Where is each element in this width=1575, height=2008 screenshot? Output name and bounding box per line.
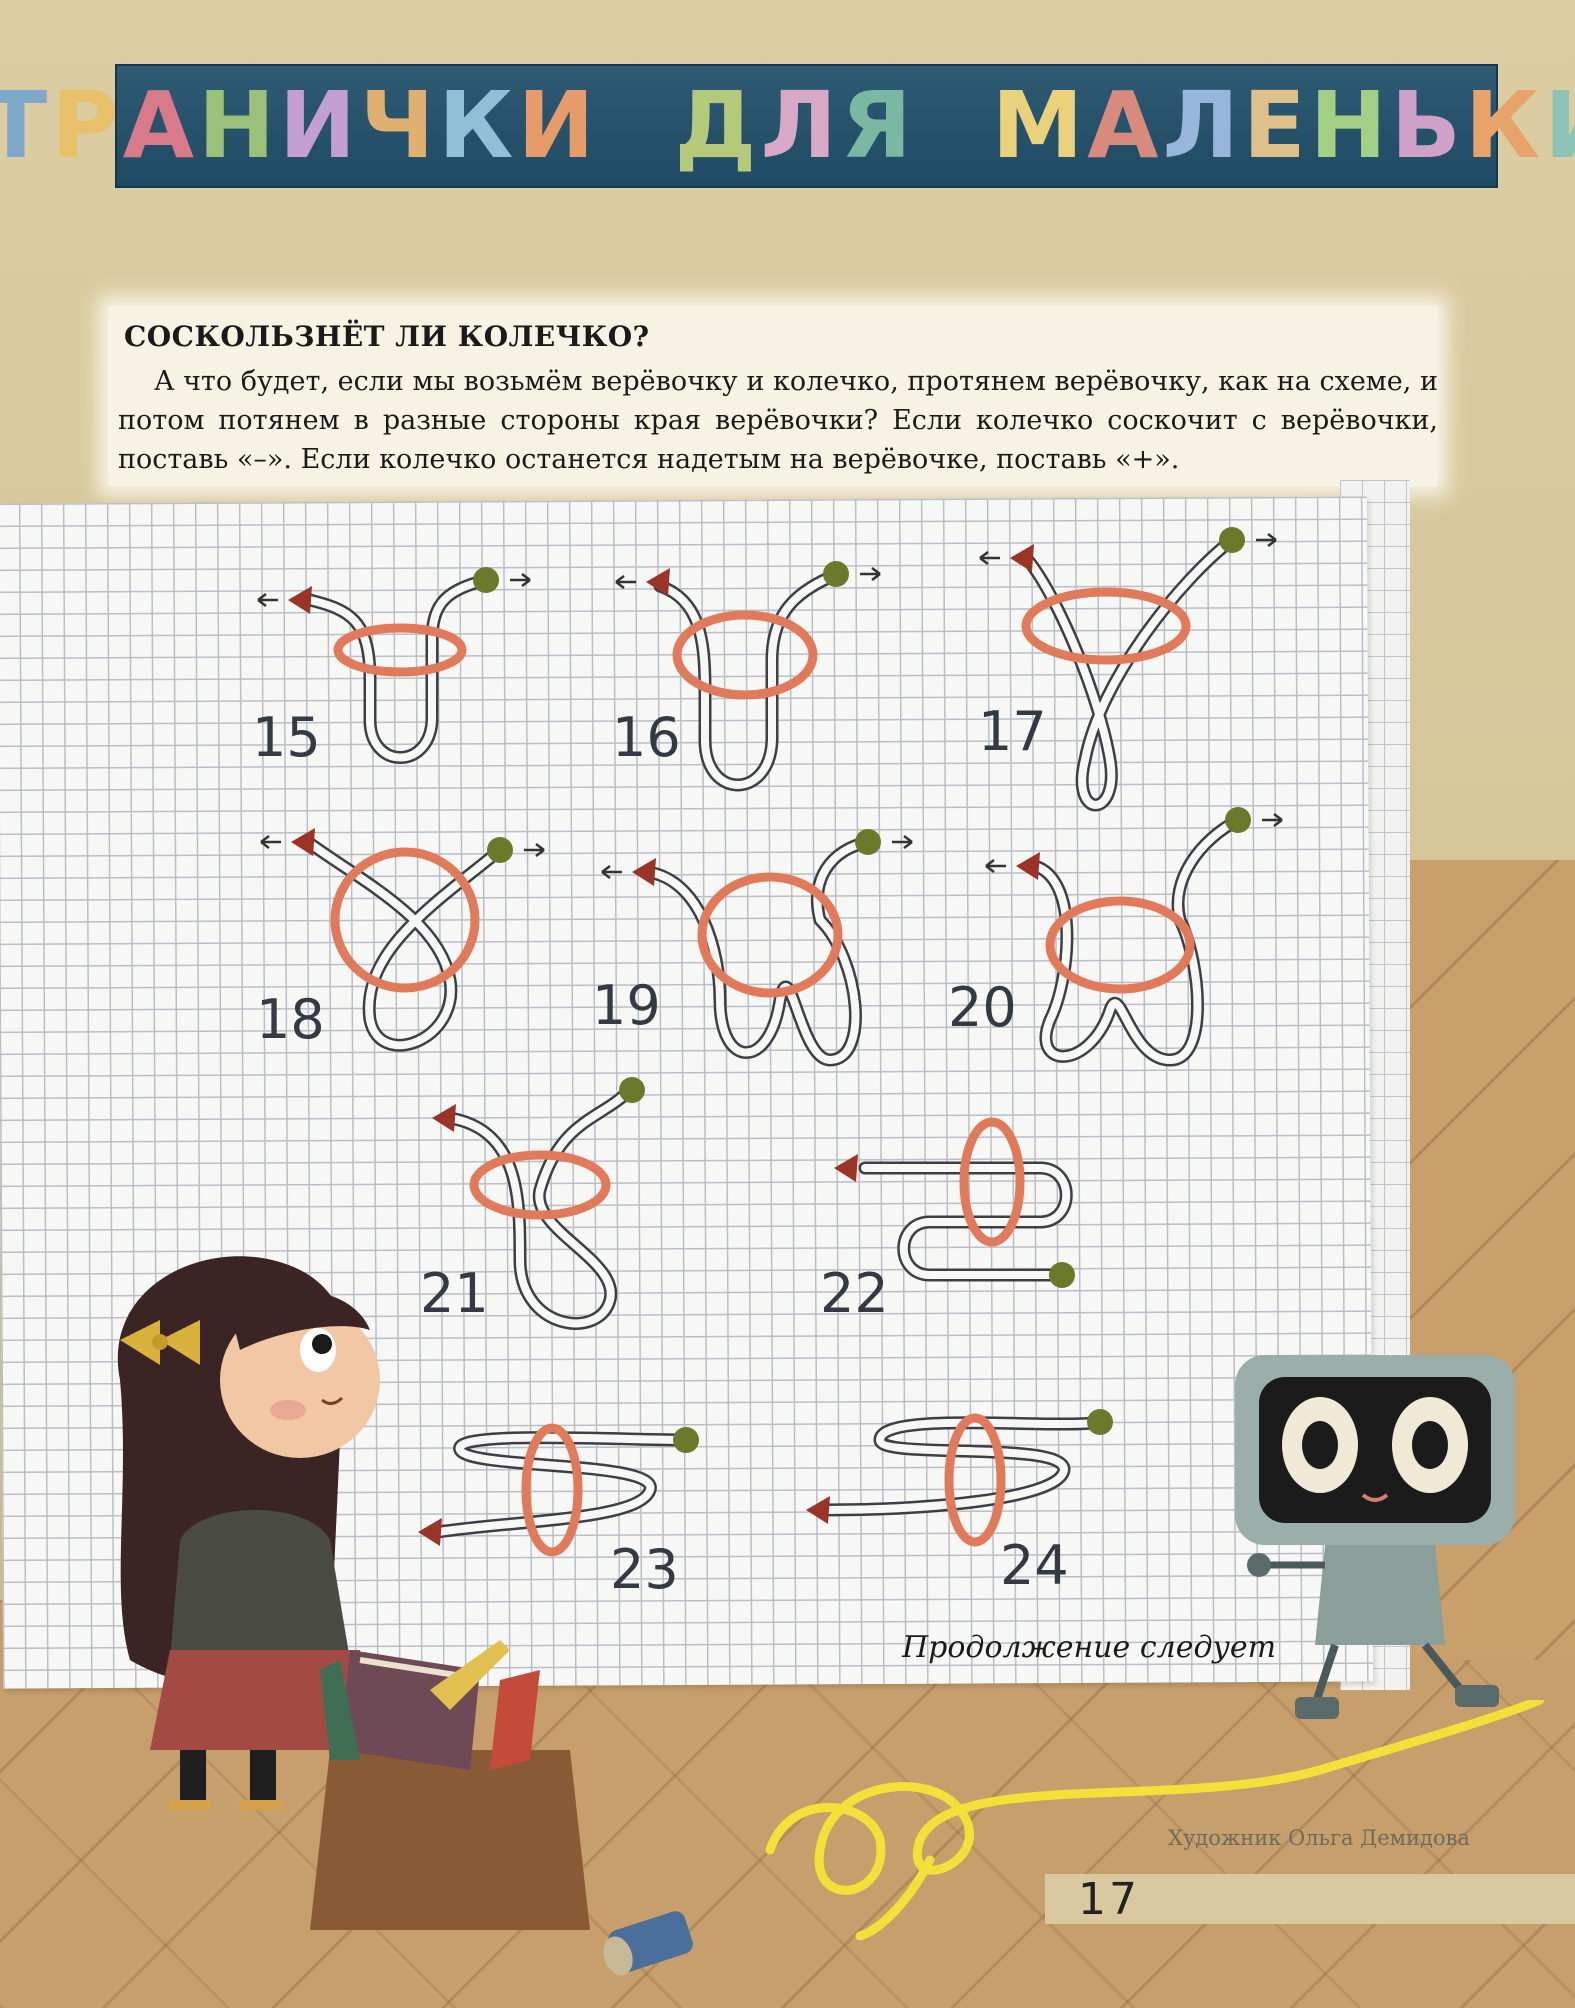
puzzle-number-15: 15 <box>252 706 321 769</box>
banner-letter: Ч <box>359 72 439 179</box>
banner-letter: Н <box>197 72 279 179</box>
puzzle-17-green-end <box>1219 527 1245 553</box>
puzzle-15-ring <box>333 623 467 677</box>
puzzle-20-left-arrow <box>984 858 1008 874</box>
banner-word: СТРАНИЧКИ <box>0 80 599 172</box>
puzzle-23-green-end <box>673 1427 699 1453</box>
puzzle-20-green-end <box>1225 807 1251 833</box>
banner-letter: Я <box>840 72 916 179</box>
puzzle-24-green-end <box>1087 1409 1113 1435</box>
puzzle-number-18: 18 <box>256 988 325 1051</box>
puzzle-number-21: 21 <box>420 1262 489 1325</box>
yellow-string-illustration <box>765 1700 1545 1940</box>
puzzle-23-ring <box>521 1423 583 1557</box>
puzzle-19-ring <box>697 872 843 998</box>
puzzle-20-red-end <box>1016 852 1040 880</box>
banner-letter: Р <box>51 72 123 179</box>
roll-illustration <box>603 1911 693 1976</box>
puzzle-21-ring <box>469 1150 611 1220</box>
puzzle-18-left-arrow <box>259 834 283 850</box>
banner-word: МАЛЕНЬКИХ <box>992 80 1575 172</box>
puzzle-18-red-end <box>291 828 315 856</box>
puzzle-16-right-arrow <box>858 566 882 582</box>
article-box: СОСКОЛЬЗНЁТ ЛИ КОЛЕЧКО? А что будет, есл… <box>108 306 1438 486</box>
banner-letter: И <box>517 72 599 179</box>
continuation-note: Продолжение следует <box>902 1630 1277 1665</box>
puzzle-24-rope <box>819 1415 1107 1517</box>
puzzle-18-rope <box>301 835 507 1052</box>
puzzle-15-left-arrow <box>256 592 280 608</box>
page-number: 17 <box>1078 1874 1140 1925</box>
puzzle-number-24: 24 <box>1000 1534 1069 1597</box>
puzzle-17-ring <box>1021 587 1191 665</box>
article-text: А что будет, если мы возьмём верёвочку и… <box>118 366 1438 475</box>
puzzle-15-green-end <box>473 567 499 593</box>
puzzle-18-right-arrow <box>522 842 546 858</box>
puzzle-18-ring <box>330 847 480 993</box>
puzzle-19-left-arrow <box>600 864 624 880</box>
puzzle-number-20: 20 <box>948 976 1017 1039</box>
puzzle-16-left-arrow <box>614 574 638 590</box>
banner-letter: Е <box>1242 72 1310 179</box>
puzzle-15-red-end <box>288 586 312 614</box>
puzzle-20-rope <box>1028 813 1245 1067</box>
puzzle-number-22: 22 <box>820 1262 889 1325</box>
puzzle-number-17: 17 <box>978 700 1047 763</box>
puzzle-19-green-end <box>855 829 881 855</box>
puzzle-15-right-arrow <box>508 572 532 588</box>
box-with-books-illustration <box>310 1640 590 1930</box>
puzzle-number-19: 19 <box>592 974 661 1037</box>
puzzle-20-right-arrow <box>1260 812 1284 828</box>
banner-letter: Т <box>0 72 52 179</box>
section-banner: СТРАНИЧКИДЛЯМАЛЕНЬКИХ <box>0 64 1575 188</box>
puzzle-18-green-end <box>487 837 513 863</box>
banner-letter: Ь <box>1390 72 1465 179</box>
puzzle-19-right-arrow <box>890 834 914 850</box>
banner-letter: Л <box>1162 72 1243 179</box>
puzzle-22-red-end <box>834 1154 858 1182</box>
puzzle-16-ring <box>672 610 818 700</box>
puzzle-21-rope <box>443 1083 637 1330</box>
puzzle-22-rope <box>858 1161 1073 1282</box>
puzzle-21-green-end <box>619 1077 645 1103</box>
puzzle-16-rope <box>653 568 842 792</box>
article-heading: СОСКОЛЬЗНЁТ ЛИ КОЛЕЧКО? <box>124 320 650 353</box>
girl-illustration <box>117 1256 380 1810</box>
puzzle-19-red-end <box>632 858 656 886</box>
puzzle-22-green-end <box>1049 1262 1075 1288</box>
banner-letter: Л <box>760 72 841 179</box>
puzzle-number-16: 16 <box>612 706 681 769</box>
puzzle-21-red-end <box>432 1104 456 1132</box>
puzzle-16-green-end <box>823 561 849 587</box>
banner-letter: М <box>991 72 1088 179</box>
page-number-bar <box>1045 1874 1575 1924</box>
banner-letter: К <box>438 72 518 179</box>
banner-title: СТРАНИЧКИ ДЛЯ МАЛЕНЬКИХ <box>0 80 1575 172</box>
puzzle-23-red-end <box>418 1518 442 1546</box>
banner-letter: И <box>278 72 360 179</box>
puzzle-17-left-arrow <box>978 550 1002 566</box>
puzzle-20-ring <box>1045 896 1195 994</box>
banner-letter: А <box>122 72 198 179</box>
artist-credit: Художник Ольга Демидова <box>1168 1826 1470 1850</box>
puzzle-17-right-arrow <box>1254 532 1278 548</box>
puzzle-15-rope <box>303 573 492 764</box>
puzzle-24-red-end <box>806 1496 830 1524</box>
banner-letter: Н <box>1309 72 1391 179</box>
puzzle-17-red-end <box>1010 544 1034 572</box>
puzzle-16-red-end <box>646 568 670 596</box>
puzzle-17-rope <box>1021 533 1239 812</box>
banner-letter: И <box>1544 80 1575 172</box>
robot-illustration <box>1235 1355 1515 1719</box>
puzzle-22-ring <box>959 1117 1025 1247</box>
puzzle-24-ring <box>944 1413 1006 1547</box>
banner-letter: К <box>1464 72 1545 179</box>
banner-letter: А <box>1087 72 1163 179</box>
banner-letter: Д <box>674 72 761 179</box>
puzzle-number-23: 23 <box>610 1538 679 1601</box>
